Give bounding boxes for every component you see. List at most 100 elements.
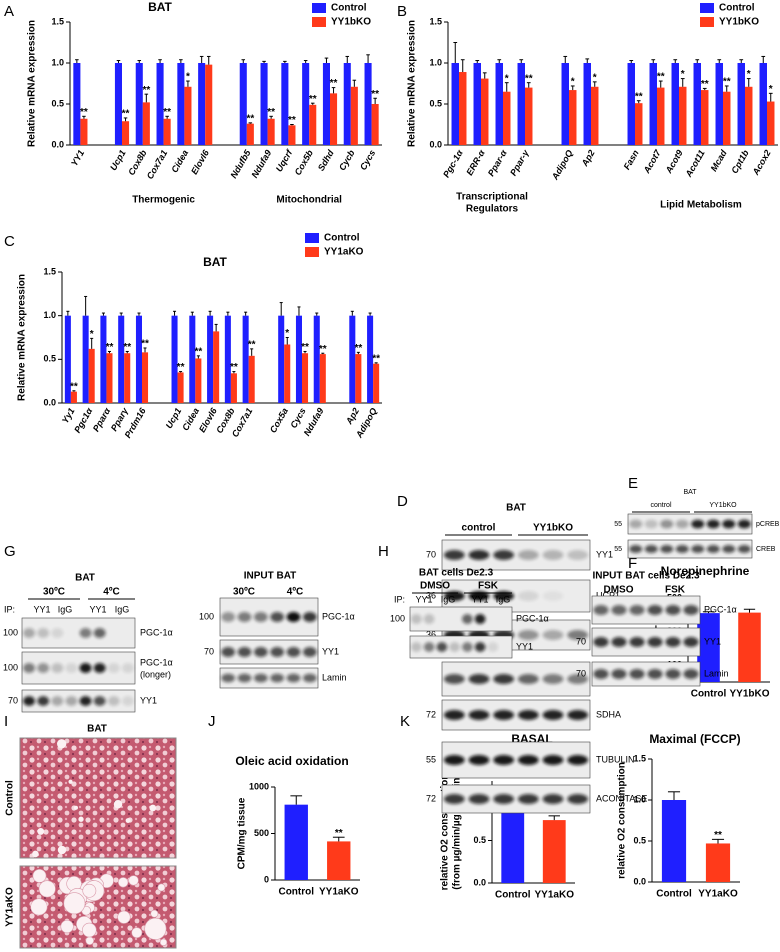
error-bar — [497, 59, 502, 63]
blot-band — [647, 605, 663, 615]
blot-band — [567, 710, 589, 720]
blot-band — [51, 663, 64, 673]
protein-label: PGC-1α — [140, 657, 173, 667]
x-tick-label: Cox5a — [268, 406, 290, 434]
legend-swatch — [305, 247, 319, 257]
error-bar — [179, 59, 183, 63]
blot-band — [237, 612, 252, 622]
legend-swatch — [700, 17, 714, 27]
error-bar — [570, 85, 575, 91]
group-label: FSK — [478, 581, 499, 592]
bar — [517, 63, 525, 145]
blot-strip — [441, 539, 591, 571]
error-bar — [283, 60, 287, 63]
bar — [495, 63, 503, 145]
blot-band — [65, 696, 78, 706]
y-axis-label: (from µg/min/µg protein) — [452, 774, 463, 889]
group-label: Thermogenic — [132, 195, 195, 206]
blot-band — [542, 710, 564, 720]
error-bar — [285, 337, 289, 345]
bar — [503, 91, 511, 145]
significance: * — [90, 329, 94, 340]
legend-swatch — [305, 233, 319, 243]
error-bar — [373, 97, 377, 104]
bar — [302, 353, 309, 403]
error-bar — [526, 82, 531, 88]
bar — [88, 348, 95, 403]
significance: ** — [635, 91, 643, 102]
blot-band — [722, 545, 736, 553]
blot-band — [468, 794, 490, 804]
chart-title: BAT — [203, 255, 227, 269]
error-bar — [739, 59, 744, 63]
blot-band — [270, 673, 285, 683]
blot-band — [629, 637, 645, 647]
x-tick-label: Yy1 — [60, 406, 77, 425]
blot-band — [542, 630, 564, 640]
row-label: YY1aKO — [5, 887, 16, 927]
significance: ** — [714, 830, 722, 841]
significance: ** — [80, 107, 88, 118]
legend-label: Control — [324, 233, 360, 244]
bar — [364, 63, 372, 145]
bar — [80, 118, 88, 145]
legend-label: YY1bKO — [719, 17, 759, 28]
blot-band — [493, 550, 515, 560]
bar — [267, 118, 275, 145]
bar — [64, 315, 71, 403]
significance: ** — [354, 343, 362, 354]
bar — [230, 373, 237, 403]
bar — [242, 315, 249, 403]
significance: * — [186, 72, 190, 83]
protein-label: Lamin — [322, 672, 347, 682]
panel-letter: G — [4, 543, 16, 560]
error-bar — [374, 362, 378, 364]
size-marker: 70 — [204, 646, 214, 656]
blot-band — [647, 669, 663, 679]
protein-label: PGC-1α — [322, 611, 355, 621]
bar — [177, 63, 185, 145]
blot-band — [683, 669, 699, 679]
bar — [156, 63, 164, 145]
blot-band — [462, 614, 473, 624]
error-bar — [165, 115, 169, 119]
blot-band — [302, 647, 317, 657]
blot-strip — [441, 784, 591, 814]
protein-label: TUBULIN — [596, 754, 635, 764]
size-marker: 100 — [199, 611, 214, 621]
error-bar — [303, 350, 307, 354]
droplet — [63, 892, 86, 915]
blot-band — [270, 612, 285, 622]
x-tick-label: Control — [278, 887, 314, 898]
blot-band — [23, 696, 35, 706]
bar — [723, 91, 731, 145]
y-tick-label: 500 — [254, 828, 269, 838]
droplet — [56, 739, 67, 749]
error-bar — [761, 55, 766, 63]
significance: * — [285, 328, 289, 339]
significance: ** — [248, 339, 256, 350]
blot-band — [122, 663, 134, 673]
bar — [313, 315, 320, 403]
significance: ** — [267, 107, 275, 118]
error-bar — [368, 312, 372, 316]
group-label: DMSO — [420, 581, 450, 592]
size-marker: 36 — [426, 629, 436, 639]
blot-title: BAT — [683, 489, 697, 496]
significance: ** — [309, 94, 317, 105]
y-tick-label: 1.5 — [633, 753, 646, 763]
bar — [671, 63, 679, 145]
bar — [330, 93, 338, 145]
size-marker: 72 — [426, 793, 436, 803]
bar — [122, 121, 130, 145]
y-tick-label: 0.0 — [43, 397, 56, 407]
error-bar — [208, 310, 212, 316]
x-tick-label: Cycs — [358, 148, 377, 172]
y-tick-label: 1.5 — [429, 16, 442, 26]
blot-strip — [21, 689, 136, 713]
droplet — [157, 883, 166, 892]
chart-title: Oleic acid oxidation — [235, 754, 348, 768]
bar — [278, 315, 285, 403]
y-tick-label: 0 — [264, 874, 269, 884]
blot-title: INPUT BAT — [244, 571, 297, 582]
